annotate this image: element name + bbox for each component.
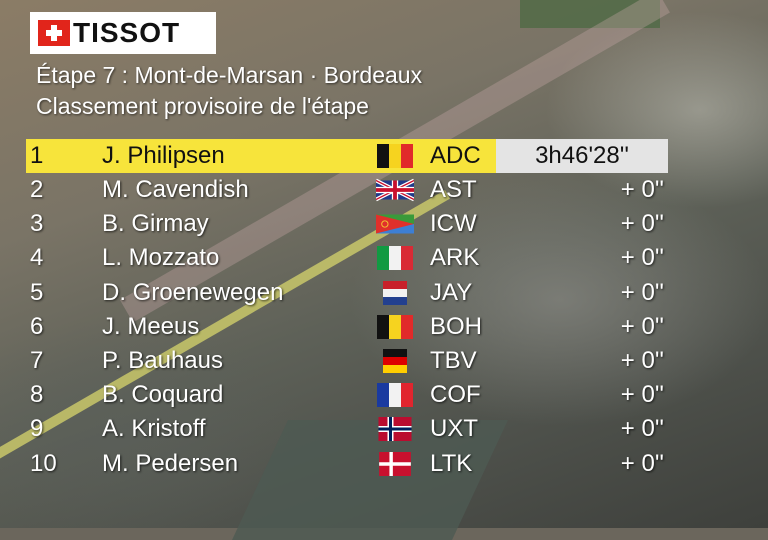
table-row: 3 B. Girmay ICW + 0'' [26, 207, 668, 241]
france-flag-icon [376, 383, 414, 408]
time-gap: + 0'' [620, 244, 664, 272]
rider-name: B. Coquard [102, 381, 224, 409]
team-code: ARK [430, 244, 480, 272]
belgium-flag-icon [376, 144, 414, 168]
rank-cell: 2 [30, 176, 44, 204]
team-code: ICW [430, 210, 477, 238]
rider-name: P. Bauhaus [102, 347, 223, 375]
table-row: 2 M. Cavendish AST + 0'' [26, 173, 668, 207]
rank-cell: 9 [30, 415, 44, 443]
time-gap: 3h46'28'' [496, 139, 668, 173]
logo-wordmark: TISSOT [73, 17, 181, 48]
uk-flag-icon [376, 178, 414, 202]
stage-title: Étape 7 : Mont-de-Marsan · Bordeaux [36, 62, 423, 88]
table-row: 10 M. Pedersen LTK + 0'' [26, 447, 668, 481]
rank-cell: 3 [30, 210, 44, 238]
time-gap: + 0'' [620, 347, 664, 375]
rank-cell: 10 [30, 449, 57, 477]
germany-flag-icon [376, 348, 414, 373]
rank-cell: 1 [30, 142, 44, 169]
table-row: 8 B. Coquard COF + 0'' [26, 378, 668, 412]
table-row: 5 D. Groenewegen JAY + 0'' [26, 276, 668, 310]
rank-cell: 8 [30, 381, 44, 409]
rider-name: L. Mozzato [102, 244, 220, 272]
belgium-flag-icon [376, 314, 414, 339]
results-table: 1 J. Philipsen ADC 3h46'28'' 2 M. Cavendish AS… [26, 139, 668, 481]
time-gap: + 0'' [620, 381, 664, 409]
team-code: AST [430, 176, 477, 204]
time-gap: + 0'' [620, 278, 664, 306]
tissot-logo: TISSOT [30, 12, 216, 54]
table-row: 7 P. Bauhaus TBV + 0'' [26, 344, 668, 378]
classification-subtitle: Classement provisoire de l'étape [36, 93, 369, 119]
rider-name: J. Meeus [102, 312, 200, 340]
rider-name: J. Philipsen [102, 142, 225, 169]
rank-cell: 4 [30, 244, 44, 272]
rank-cell: 7 [30, 347, 44, 375]
eritrea-flag-icon [376, 212, 414, 236]
time-gap: + 0'' [620, 312, 664, 340]
table-row: 9 A. Kristoff UXT + 0'' [26, 412, 668, 446]
rider-name: D. Groenewegen [102, 278, 284, 306]
team-code: BOH [430, 312, 483, 340]
rider-name: M. Cavendish [102, 176, 249, 204]
time-gap: + 0'' [620, 415, 664, 443]
swiss-cross-icon [38, 20, 70, 46]
rank-cell: 6 [30, 312, 44, 340]
table-row: 6 J. Meeus BOH + 0'' [26, 310, 668, 344]
team-code: TBV [430, 347, 477, 375]
denmark-flag-icon [376, 451, 414, 476]
italy-flag-icon [376, 246, 414, 271]
table-row: 4 L. Mozzato ARK + 0'' [26, 241, 668, 275]
team-code: COF [430, 381, 481, 409]
team-code: ADC [430, 142, 481, 169]
background-lawn [520, 0, 660, 28]
team-code: JAY [430, 278, 473, 306]
time-gap: + 0'' [620, 176, 664, 204]
rider-name: A. Kristoff [102, 415, 206, 443]
time-gap: + 0'' [620, 210, 664, 238]
table-row: 1 J. Philipsen ADC 3h46'28'' [26, 139, 668, 173]
rider-name: M. Pedersen [102, 449, 239, 477]
netherlands-flag-icon [376, 280, 414, 305]
team-code: UXT [430, 415, 478, 443]
team-code: LTK [430, 449, 473, 477]
rider-name: B. Girmay [102, 210, 209, 238]
rank-cell: 5 [30, 278, 44, 306]
time-gap: + 0'' [620, 449, 664, 477]
norway-flag-icon [376, 417, 414, 442]
